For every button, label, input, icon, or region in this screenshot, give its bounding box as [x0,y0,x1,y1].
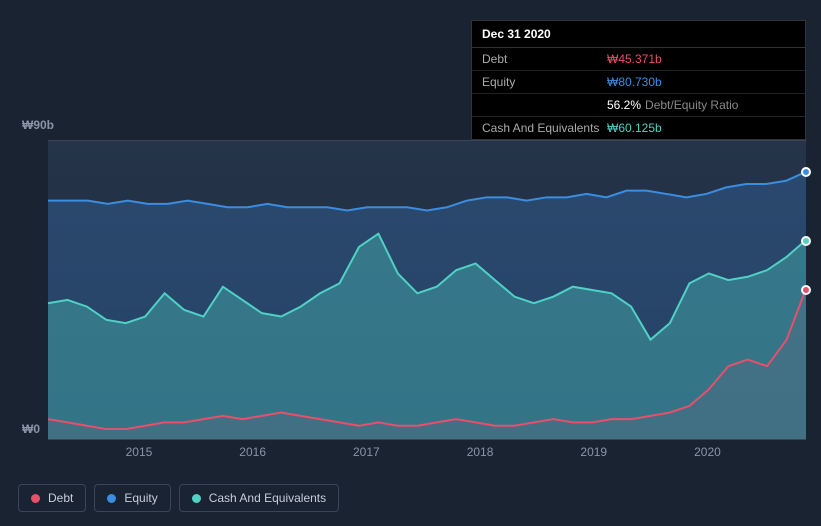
tooltip-row-label [482,98,607,112]
y-axis-max: ₩90b [22,118,54,132]
cash-legend-dot-icon [192,494,201,503]
legend-item-cash[interactable]: Cash And Equivalents [179,484,339,512]
legend-item-equity[interactable]: Equity [94,484,170,512]
tooltip-row: 56.2%Debt/Equity Ratio [472,94,805,117]
cash-end-marker [801,236,811,246]
tooltip-row: Debt₩45.371b [472,48,805,71]
tooltip-row: Equity₩80.730b [472,71,805,94]
tooltip-date: Dec 31 2020 [472,21,805,48]
debt-legend-dot-icon [31,494,40,503]
tooltip-row-value: 56.2%Debt/Equity Ratio [607,98,795,112]
equity-end-marker [801,167,811,177]
chart-legend: Debt Equity Cash And Equivalents [18,484,339,512]
chart-svg [48,141,806,439]
x-tick: 2015 [126,445,153,459]
debt-end-marker [801,285,811,295]
legend-label: Cash And Equivalents [209,491,326,505]
tooltip-row-extra: Debt/Equity Ratio [645,98,738,112]
tooltip-row-label: Debt [482,52,607,66]
legend-item-debt[interactable]: Debt [18,484,86,512]
chart-plot[interactable] [48,140,806,440]
x-tick: 2016 [239,445,266,459]
tooltip-row-value: ₩80.730b [607,75,795,89]
x-tick: 2019 [580,445,607,459]
tooltip-row-value: ₩45.371b [607,52,795,66]
chart-area: ₩90b ₩0 2015 2016 2017 2018 2019 2020 [18,120,806,460]
equity-legend-dot-icon [107,494,116,503]
x-axis: 2015 2016 2017 2018 2019 2020 [48,445,806,465]
x-tick: 2020 [694,445,721,459]
x-tick: 2017 [353,445,380,459]
x-tick: 2018 [467,445,494,459]
tooltip-row-label: Equity [482,75,607,89]
legend-label: Equity [124,491,157,505]
y-axis-min: ₩0 [22,422,40,436]
legend-label: Debt [48,491,73,505]
